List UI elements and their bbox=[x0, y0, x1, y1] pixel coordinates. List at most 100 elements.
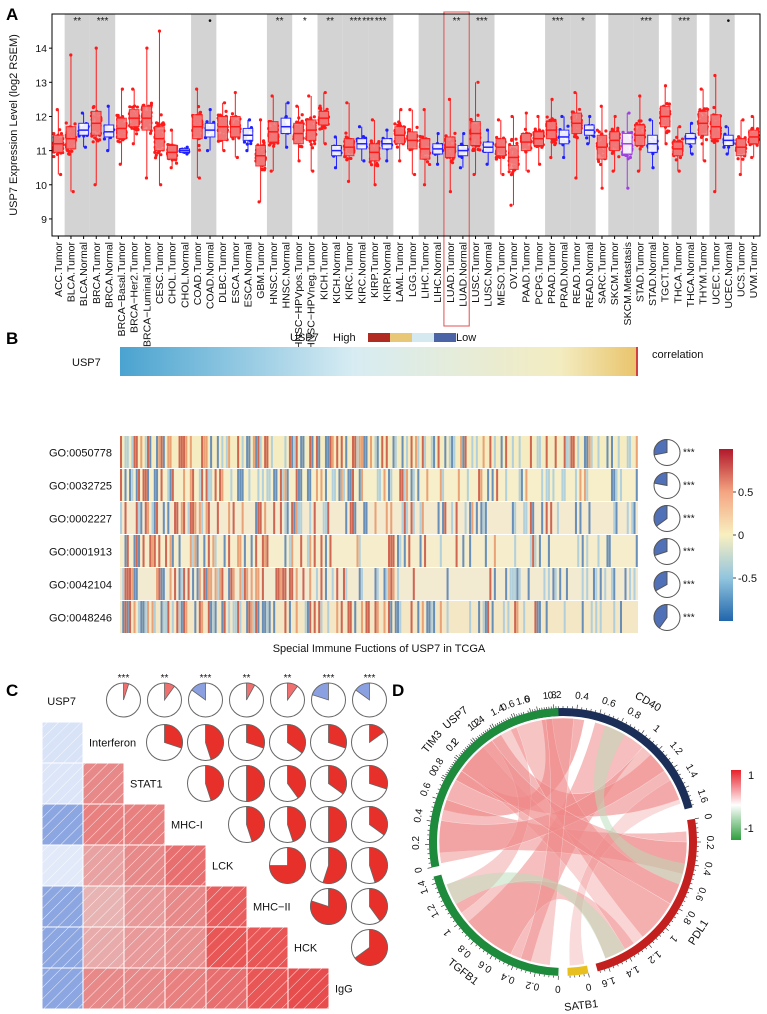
heat-cell bbox=[228, 436, 231, 468]
sector-tick-label: 1 bbox=[667, 933, 679, 945]
heat-cell bbox=[138, 469, 141, 501]
heat-cell bbox=[124, 535, 127, 567]
heat-cell bbox=[608, 535, 611, 567]
significance-label: • bbox=[208, 16, 212, 27]
heat-cell bbox=[187, 568, 190, 600]
heat-cell bbox=[529, 436, 532, 468]
heat-cell bbox=[406, 502, 409, 534]
corr-pie bbox=[351, 806, 388, 843]
x-tick-label: PRAD.Normal bbox=[559, 242, 571, 308]
heat-cell bbox=[469, 601, 472, 633]
box-HNSC.Normal bbox=[280, 101, 292, 149]
sector-tick bbox=[505, 718, 507, 721]
heat-cell bbox=[185, 436, 188, 468]
sector-tick bbox=[621, 962, 623, 965]
sector-tick bbox=[612, 966, 615, 969]
data-point bbox=[102, 137, 107, 141]
heat-cell bbox=[165, 601, 168, 633]
sector-tick bbox=[685, 785, 690, 788]
heat-cell bbox=[324, 535, 327, 567]
data-point bbox=[299, 144, 303, 148]
heat-cell bbox=[205, 568, 208, 600]
lower-cell-hatch bbox=[42, 722, 83, 763]
data-point bbox=[297, 159, 301, 163]
sector-tick bbox=[451, 763, 454, 766]
pie-slice bbox=[369, 806, 388, 836]
heat-cell bbox=[203, 436, 206, 468]
sector-tick-label: 0 bbox=[554, 983, 560, 994]
data-point bbox=[393, 122, 397, 126]
sector-tick bbox=[486, 952, 489, 955]
data-point bbox=[134, 128, 139, 132]
heat-cell bbox=[270, 436, 273, 468]
heat-cell bbox=[277, 568, 280, 600]
heat-cell bbox=[129, 568, 132, 600]
sector-tick bbox=[513, 713, 516, 718]
heat-cell bbox=[291, 568, 294, 600]
heat-cell bbox=[451, 436, 454, 468]
x-tick-label: PRAD.Tumor bbox=[546, 242, 558, 305]
heat-cell bbox=[574, 502, 577, 534]
heat-cell bbox=[419, 535, 422, 567]
sector-tick bbox=[448, 767, 451, 770]
heat-cell bbox=[300, 502, 303, 534]
sector-tick bbox=[588, 973, 590, 978]
heat-cell bbox=[338, 469, 341, 501]
heat-cell bbox=[469, 502, 472, 534]
heat-cell bbox=[563, 469, 566, 501]
row-significance: *** bbox=[683, 613, 695, 624]
heat-cell bbox=[574, 469, 577, 501]
pie-slice bbox=[328, 806, 347, 843]
sector-tick bbox=[690, 883, 693, 885]
sector-tick bbox=[520, 712, 522, 715]
x-tick-label: BLCA.Normal bbox=[78, 242, 90, 306]
heat-cell bbox=[171, 601, 174, 633]
sector-tick bbox=[676, 769, 679, 772]
heat-cell bbox=[547, 535, 550, 567]
data-point bbox=[311, 169, 315, 173]
heat-cell bbox=[275, 568, 278, 600]
corr-pie bbox=[351, 724, 388, 761]
heat-cell bbox=[149, 436, 152, 468]
sector-tick bbox=[475, 944, 478, 947]
grey-band bbox=[608, 14, 634, 236]
sector-tick bbox=[498, 721, 501, 724]
sector-tick-label: 1.2 bbox=[645, 948, 663, 966]
data-point bbox=[257, 200, 261, 204]
heat-cell bbox=[572, 436, 575, 468]
corr-pie bbox=[351, 929, 388, 966]
x-tick-label: READ.Normal bbox=[584, 242, 596, 308]
heat-cell bbox=[554, 436, 557, 468]
heatmap-row-label: GO:0032725 bbox=[49, 481, 112, 493]
sector-tick bbox=[637, 952, 640, 955]
heat-cell bbox=[246, 436, 249, 468]
sector-tick bbox=[435, 792, 439, 795]
data-point bbox=[514, 137, 518, 141]
sector-tick bbox=[520, 969, 522, 972]
sector-tick bbox=[489, 724, 493, 729]
heat-cell bbox=[424, 436, 427, 468]
box-CESC.Tumor bbox=[153, 29, 166, 187]
x-tick-label: THYM.Tumor bbox=[698, 242, 710, 305]
heat-cell bbox=[189, 535, 192, 567]
heat-cell bbox=[628, 568, 632, 600]
heat-cell bbox=[410, 436, 413, 468]
sector-tick bbox=[629, 724, 632, 727]
data-point bbox=[58, 172, 63, 177]
box bbox=[280, 117, 292, 135]
heat-cell bbox=[207, 568, 210, 600]
data-point bbox=[159, 153, 163, 157]
correlation-header: correlation bbox=[652, 349, 703, 361]
heat-cell bbox=[399, 601, 402, 633]
heat-cell bbox=[493, 436, 496, 468]
heat-cell bbox=[613, 568, 616, 600]
data-point bbox=[755, 127, 760, 131]
heat-cell bbox=[349, 469, 352, 501]
sector-tick bbox=[450, 765, 453, 768]
heat-cell bbox=[365, 502, 368, 534]
heat-cell bbox=[320, 568, 323, 600]
heat-cell bbox=[237, 601, 240, 633]
heat-cell bbox=[484, 502, 487, 534]
var-label-Interferon: Interferon bbox=[89, 738, 136, 750]
data-point bbox=[156, 151, 160, 155]
